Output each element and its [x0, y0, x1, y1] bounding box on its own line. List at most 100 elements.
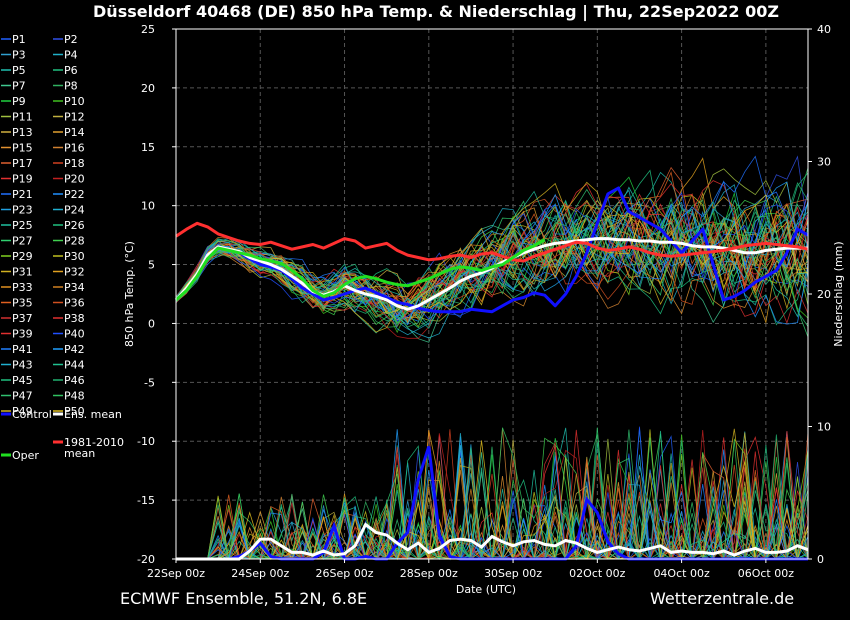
legend-label: P26: [64, 219, 85, 232]
y2-tick-label: 30: [817, 156, 831, 169]
x-axis-label: Date (UTC): [456, 583, 516, 596]
y-tick-label: -10: [137, 435, 155, 448]
legend-label: P33: [12, 281, 33, 294]
legend-label: P15: [12, 142, 33, 155]
y-tick-label: -20: [137, 553, 155, 566]
member-temp-line: [175, 192, 809, 322]
legend: P1 P2 P3 P4 P5 P6 P7 P8 P9 P10 P11 P12 P13 P14 P15 P16 P…: [1, 33, 124, 462]
legend-label: P31: [12, 266, 33, 279]
legend-label: P28: [64, 235, 85, 248]
legend-control-label: Control: [12, 408, 52, 421]
x-tick-label: 26Sep 00z: [316, 567, 374, 580]
legend-label: P2: [64, 33, 78, 46]
legend-label: P22: [64, 188, 85, 201]
x-tick-label: 06Oct 00z: [738, 567, 795, 580]
legend-label: P3: [12, 49, 26, 62]
legend-label: P46: [64, 374, 85, 387]
x-axis-ticks: 22Sep 00z 24Sep 00z 26Sep 00z 28Sep 00z 30Se…: [147, 559, 794, 580]
legend-label: P5: [12, 64, 26, 77]
legend-label: P38: [64, 312, 85, 325]
legend-label: P14: [64, 126, 85, 139]
member-temp-line: [175, 182, 809, 327]
legend-label: P8: [64, 80, 78, 93]
legend-label: P19: [12, 173, 33, 186]
legend-label: P9: [12, 95, 26, 108]
legend-label: P47: [12, 390, 33, 403]
member-temp-line: [175, 192, 809, 305]
legend-label: P32: [64, 266, 85, 279]
x-tick-label: 22Sep 00z: [147, 567, 205, 580]
legend-label: P42: [64, 343, 85, 356]
y2-tick-label: 40: [817, 23, 831, 36]
member-temp-line: [175, 194, 809, 315]
member-temp-line: [175, 191, 809, 314]
legend-label: P36: [64, 297, 85, 310]
legend-label: P39: [12, 328, 33, 341]
y-tick-label: 20: [141, 82, 155, 95]
legend-label: P4: [64, 49, 78, 62]
y2-axis-label: Niederschlag (mm): [832, 241, 845, 346]
legend-label: P20: [64, 173, 85, 186]
member-temp-line: [175, 206, 809, 313]
legend-label: P17: [12, 157, 33, 170]
temp-line: [174, 238, 546, 302]
legend-label: P50: [64, 405, 85, 418]
legend-label: P18: [64, 157, 85, 170]
legend-climatology-label-2: mean: [64, 447, 95, 460]
x-tick-label: 04Oct 00z: [653, 567, 710, 580]
temp-lines: [174, 186, 809, 314]
y-tick-label: -5: [144, 376, 155, 389]
plot-frame: [175, 28, 809, 560]
precip-line: [176, 522, 809, 561]
x-tick-label: 28Sep 00z: [400, 567, 458, 580]
y2-axis-ticks: 40 30 20 10 0: [808, 23, 831, 566]
legend-climatology-label: 1981-2010: [64, 436, 124, 449]
legend-ens-mean-label: Ens. mean: [64, 408, 122, 421]
y2-tick-label: 0: [817, 553, 824, 566]
x-tick-label: 24Sep 00z: [231, 567, 289, 580]
legend-label: P44: [64, 359, 85, 372]
legend-label: P21: [12, 188, 33, 201]
legend-label: P24: [64, 204, 85, 217]
member-temp-line: [175, 167, 809, 325]
legend-label: P34: [64, 281, 85, 294]
ensemble-members: [175, 155, 809, 561]
legend-label: P7: [12, 80, 26, 93]
legend-label: P23: [12, 204, 33, 217]
grid: [175, 28, 808, 560]
legend-label: P29: [12, 250, 33, 263]
legend-label: P49: [12, 405, 33, 418]
legend-label: P13: [12, 126, 33, 139]
legend-label: P37: [12, 312, 33, 325]
y-tick-label: 15: [141, 141, 155, 154]
x-tick-label: 30Sep 00z: [484, 567, 542, 580]
legend-label: P30: [64, 250, 85, 263]
y2-tick-label: 20: [817, 288, 831, 301]
y2-tick-label: 10: [817, 421, 831, 434]
legend-label: P35: [12, 297, 33, 310]
source-note: ECMWF Ensemble, 51.2N, 6.8E: [120, 589, 368, 608]
y-tick-label: 0: [148, 317, 155, 330]
y-tick-label: -15: [137, 494, 155, 507]
legend-label: P11: [12, 111, 33, 124]
legend-label: P1: [12, 33, 26, 46]
legend-label: P48: [64, 390, 85, 403]
y-axis-ticks: 25 20 15 10 5 0 -5 -10 -15 -20: [137, 23, 176, 566]
legend-label: P6: [64, 64, 78, 77]
legend-label: P43: [12, 359, 33, 372]
legend-oper-label: Oper: [12, 449, 39, 462]
legend-label: P40: [64, 328, 85, 341]
legend-label: P10: [64, 95, 85, 108]
legend-label: P45: [12, 374, 33, 387]
y-tick-label: 10: [141, 200, 155, 213]
y-tick-label: 25: [141, 23, 155, 36]
y-tick-label: 5: [148, 259, 155, 272]
member-temp-line: [175, 181, 809, 326]
legend-label: P27: [12, 235, 33, 248]
chart-title: Düsseldorf 40468 (DE) 850 hPa Temp. & Ni…: [93, 2, 779, 22]
temp-line: [175, 221, 809, 263]
brand-label[interactable]: Wetterzentrale.de: [650, 589, 795, 608]
legend-label: P16: [64, 142, 85, 155]
y-axis-label: 850 hPa Temp. (°C): [123, 241, 136, 347]
